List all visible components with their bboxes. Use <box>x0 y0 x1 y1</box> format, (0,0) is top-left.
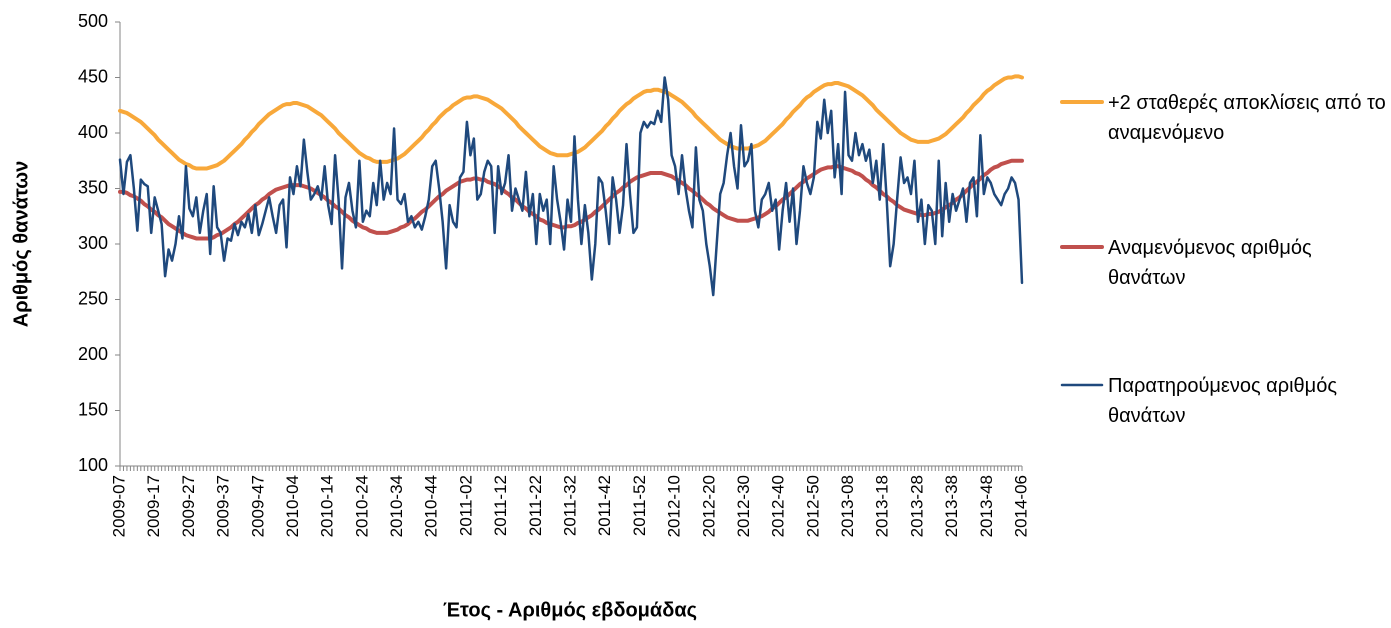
x-tick-label: 2011-22 <box>526 475 545 536</box>
x-tick-label: 2010-24 <box>352 475 371 537</box>
y-tick-label: 450 <box>78 66 108 86</box>
x-tick-label: 2011-12 <box>491 475 510 536</box>
y-tick-label: 200 <box>78 344 108 364</box>
x-tick-label: 2011-02 <box>456 475 475 536</box>
series-line <box>118 158 1024 241</box>
legend-label: +2 σταθερές αποκλίσεις από το αναμενόμεν… <box>1108 92 1386 144</box>
x-tick-label: 2012-50 <box>803 475 822 537</box>
x-tick-label: 2011-32 <box>560 475 579 536</box>
x-tick-label: 2010-14 <box>318 475 337 537</box>
series-line <box>118 76 1024 297</box>
series-line <box>118 74 1024 171</box>
y-tick-label: 300 <box>78 233 108 253</box>
y-tick-label: 150 <box>78 399 108 419</box>
y-tick-label: 400 <box>78 122 108 142</box>
x-tick-label: 2013-48 <box>977 475 996 537</box>
x-tick-label: 2010-44 <box>422 475 441 537</box>
x-tick-label: 2010-34 <box>387 475 406 537</box>
x-tick-label: 2013-08 <box>838 475 857 537</box>
x-tick-label: 2013-28 <box>907 475 926 537</box>
y-tick-label: 500 <box>78 11 108 31</box>
x-tick-label: 2012-20 <box>699 475 718 537</box>
x-tick-label: 2011-52 <box>630 475 649 536</box>
x-tick-label: 2012-40 <box>769 475 788 537</box>
x-tick-label: 2010-04 <box>283 475 302 537</box>
x-tick-label: 2009-27 <box>179 475 198 537</box>
legend-label: Παρατηρούμενος αριθμός θανάτων <box>1108 375 1337 427</box>
y-tick-label: 250 <box>78 288 108 308</box>
x-tick-label: 2011-42 <box>595 475 614 536</box>
x-axis-title: Έτος - Αριθμός εβδομάδας <box>443 599 697 621</box>
x-tick-label: 2009-07 <box>109 475 128 537</box>
legend-label: Αναμενόμενος αριθμός θανάτων <box>1108 237 1312 289</box>
x-tick-label: 2009-17 <box>144 475 163 537</box>
x-tick-label: 2013-18 <box>873 475 892 537</box>
x-tick-label: 2012-30 <box>734 475 753 537</box>
y-tick-label: 350 <box>78 177 108 197</box>
y-axis-title: Αριθμός θανάτων <box>10 161 32 328</box>
x-tick-label: 2013-38 <box>942 475 961 537</box>
x-tick-label: 2009-37 <box>214 475 233 537</box>
y-tick-label: 100 <box>78 455 108 475</box>
x-tick-label: 2009-47 <box>248 475 267 537</box>
x-tick-label: 2014-06 <box>1011 475 1030 537</box>
x-tick-label: 2012-10 <box>665 475 684 537</box>
